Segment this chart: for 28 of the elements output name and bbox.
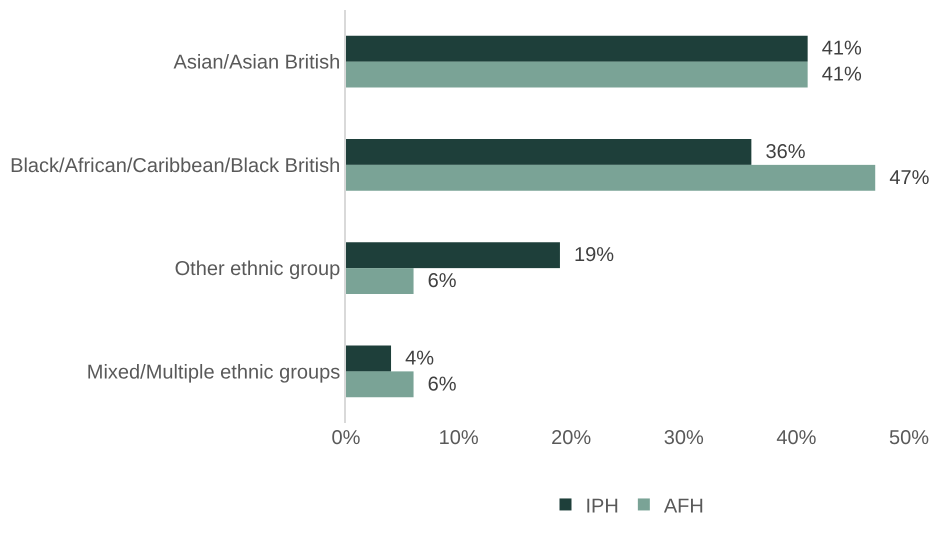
data-label: 19% <box>562 244 614 266</box>
bar <box>346 268 414 294</box>
data-label: 6% <box>416 373 457 396</box>
legend-label: AFH <box>664 495 704 518</box>
x-tick-label: 50% <box>888 427 930 449</box>
y-tick-label: Black/African/Caribbean/Black British <box>10 154 340 177</box>
data-label: 6% <box>416 270 457 292</box>
bar <box>346 62 808 88</box>
x-tick-label: 40% <box>776 427 817 449</box>
data-label: 4% <box>394 347 434 370</box>
y-tick-label: Mixed/Multiple ethnic groups <box>86 361 340 384</box>
x-tick-label: 10% <box>438 427 479 449</box>
bar <box>346 371 414 398</box>
bar <box>346 242 560 268</box>
data-label: 41% <box>810 64 862 86</box>
data-label: 36% <box>754 140 806 163</box>
bar <box>346 36 808 62</box>
x-tick-label: 0% <box>332 427 361 449</box>
bar <box>346 346 392 372</box>
x-tick-label: 30% <box>664 427 704 449</box>
data-label: 41% <box>810 38 862 60</box>
bar <box>346 164 876 191</box>
bar <box>346 139 752 165</box>
legend-label: IPH <box>586 495 619 518</box>
y-tick-label: Other ethnic group <box>174 258 340 280</box>
x-tick-label: 20% <box>551 427 592 449</box>
y-tick-label: Asian/Asian British <box>174 52 340 74</box>
data-label: 47% <box>878 166 930 189</box>
